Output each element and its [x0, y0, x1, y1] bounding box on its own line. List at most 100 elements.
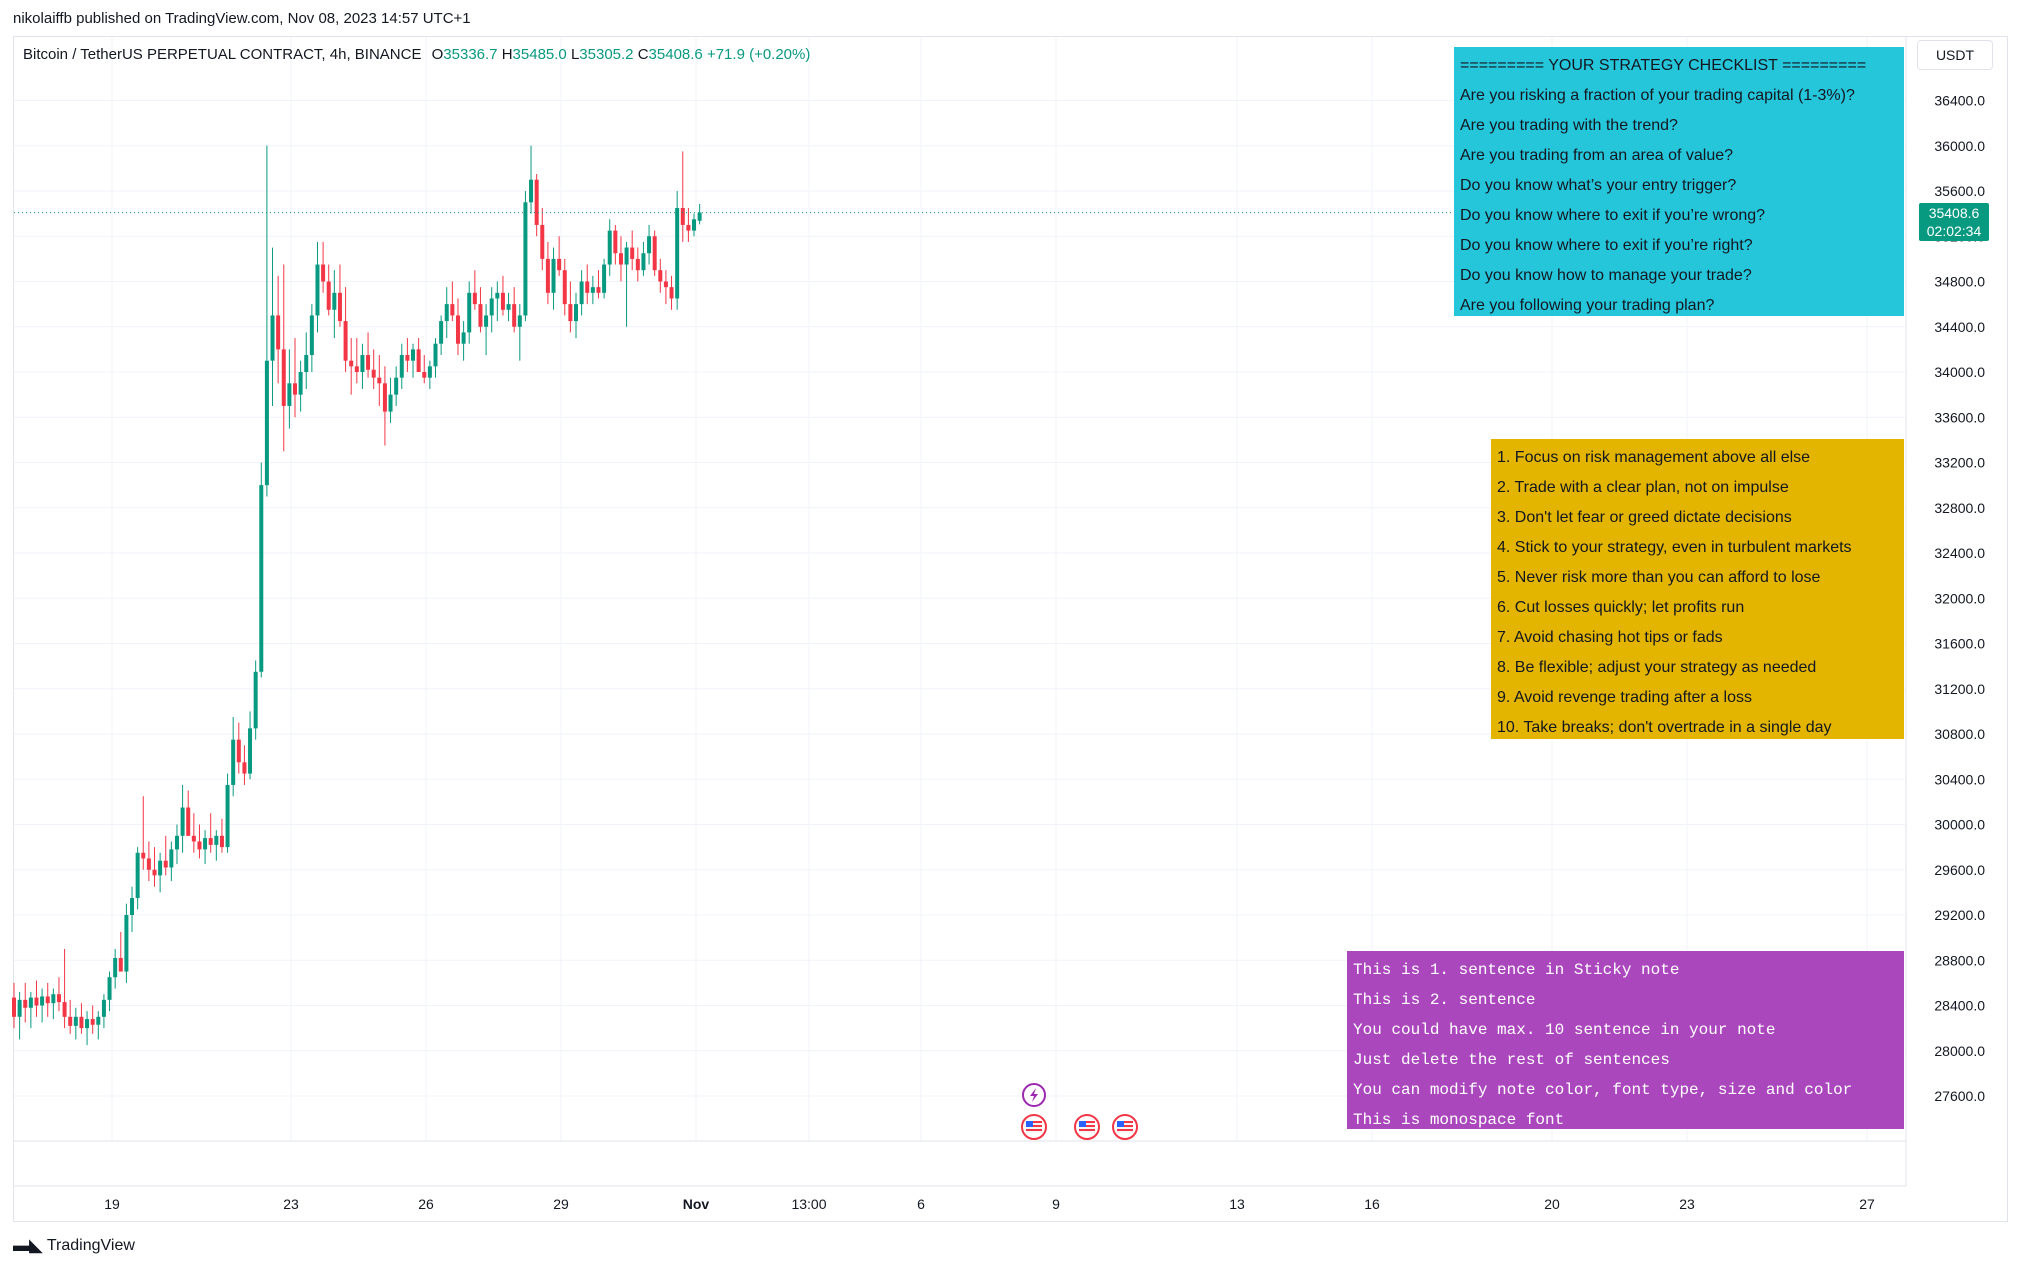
- candle-body: [574, 304, 578, 322]
- candle-body: [388, 394, 393, 412]
- candle-body: [467, 292, 472, 333]
- rule-line: 5. Never risk more than you can afford t…: [1497, 569, 1821, 586]
- rule-line: 7. Avoid chasing hot tips or fads: [1497, 629, 1723, 646]
- flag-stripe: [1117, 1125, 1133, 1127]
- sticky-note[interactable]: This is 1. sentence in Sticky note This …: [1347, 951, 1904, 1129]
- candle-body: [500, 292, 505, 310]
- tradingview-logo-text: TradingView: [46, 1236, 135, 1254]
- x-tick-label: 20: [1544, 1196, 1560, 1212]
- candle-body: [489, 298, 494, 316]
- candle-body: [118, 957, 123, 972]
- y-tick-label: 34000.0: [1934, 364, 1985, 380]
- y-tick-label: 33600.0: [1934, 409, 1985, 425]
- y-tick-label: 32400.0: [1934, 545, 1985, 561]
- y-tick-label: 29600.0: [1934, 862, 1985, 878]
- candle-body: [40, 996, 45, 1006]
- candle-body: [444, 304, 449, 322]
- tradingview-logo[interactable]: ▬◣ TradingView: [13, 1235, 135, 1256]
- candle-body: [613, 230, 618, 254]
- candle-body: [506, 304, 511, 310]
- candle-body: [214, 835, 219, 845]
- candle-body: [663, 281, 668, 288]
- sticky-line: This is monospace font: [1353, 1111, 1565, 1129]
- candle-body: [45, 996, 50, 1004]
- candle-body: [618, 253, 623, 265]
- candle-body: [371, 369, 376, 378]
- strategy-checklist-note[interactable]: ========= YOUR STRATEGY CHECKLIST ======…: [1454, 47, 1904, 316]
- flag-stripe: [1117, 1129, 1133, 1131]
- candle-body: [242, 762, 247, 774]
- candle-body: [416, 349, 421, 372]
- candle-body: [579, 281, 584, 305]
- candle-body: [248, 728, 253, 774]
- x-tick-label: 26: [418, 1196, 434, 1212]
- candle-body: [512, 304, 517, 327]
- candle-body: [17, 999, 22, 1017]
- flag-canton: [1117, 1121, 1124, 1127]
- y-tick-label: 36000.0: [1934, 138, 1985, 154]
- y-tick-label: 29200.0: [1934, 907, 1985, 923]
- y-tick-label: 36400.0: [1934, 93, 1985, 109]
- candle-body: [34, 997, 39, 1006]
- candle-body: [349, 360, 354, 367]
- currency-button[interactable]: USDT: [1917, 40, 1993, 70]
- candle-body: [529, 179, 534, 203]
- x-tick-label: Nov: [683, 1196, 710, 1212]
- trading-rules-note[interactable]: 1. Focus on risk management above all el…: [1491, 439, 1904, 739]
- candle-body: [635, 258, 640, 271]
- rule-line: 10. Take breaks; don't overtrade in a si…: [1497, 719, 1832, 736]
- flag-stripe: [1026, 1129, 1042, 1131]
- candle-body: [545, 258, 550, 293]
- candle-body: [534, 179, 539, 225]
- candle-body: [51, 994, 56, 1004]
- candle-body: [686, 224, 691, 231]
- rule-line: 4. Stick to your strategy, even in turbu…: [1497, 539, 1852, 556]
- y-tick-label: 30000.0: [1934, 817, 1985, 833]
- candle-body: [309, 315, 314, 356]
- publisher-line: nikolaiffb published on TradingView.com,…: [13, 10, 471, 27]
- y-tick-label: 28400.0: [1934, 998, 1985, 1014]
- y-tick-label: 35600.0: [1934, 183, 1985, 199]
- candle-body: [146, 858, 151, 870]
- candle-body: [422, 372, 427, 378]
- candle-body: [427, 366, 432, 378]
- candle-body: [360, 355, 365, 372]
- candle-body: [219, 835, 224, 848]
- flag-stripe: [1079, 1125, 1095, 1127]
- candle-body: [79, 1016, 84, 1029]
- candle-body: [630, 247, 635, 259]
- candle-body: [394, 377, 399, 395]
- symbol-legend[interactable]: Bitcoin / TetherUS PERPETUAL CONTRACT, 4…: [23, 46, 810, 63]
- candle-body: [236, 739, 241, 763]
- candle-body: [101, 999, 106, 1017]
- checklist-line: Are you following your trading plan?: [1460, 297, 1715, 314]
- candle-body: [669, 287, 674, 299]
- flag-stripe: [1026, 1125, 1042, 1127]
- candle-body: [174, 835, 179, 850]
- low-value: 35305.2: [579, 46, 634, 63]
- candle-body: [23, 999, 28, 1008]
- checklist-line: Do you know where to exit if you’re wron…: [1460, 207, 1766, 224]
- candle-body: [62, 1002, 67, 1017]
- candle-body: [169, 849, 174, 868]
- last-price-value: 35408.6: [1928, 205, 1980, 221]
- candle-body: [180, 807, 185, 836]
- rule-line: 2. Trade with a clear plan, not on impul…: [1497, 479, 1789, 496]
- checklist-line: Are you trading with the trend?: [1460, 117, 1678, 134]
- sticky-line: This is 2. sentence: [1353, 991, 1536, 1009]
- candle-body: [517, 315, 522, 327]
- candle-body: [382, 383, 387, 412]
- candle-body: [551, 258, 556, 293]
- rule-line: 8. Be flexible; adjust your strategy as …: [1497, 659, 1817, 676]
- candle-body: [259, 485, 264, 672]
- candle-body: [472, 292, 477, 305]
- candle-body: [96, 1016, 101, 1025]
- low-label: L: [570, 46, 580, 63]
- rule-line: 9. Avoid revenge trading after a loss: [1497, 689, 1752, 706]
- candle-body: [321, 264, 326, 282]
- y-tick-label: 32000.0: [1934, 590, 1985, 606]
- candle-body: [107, 977, 112, 1000]
- flag-stripe: [1117, 1121, 1133, 1123]
- y-tick-label: 33200.0: [1934, 455, 1985, 471]
- y-tick-label: 28000.0: [1934, 1043, 1985, 1059]
